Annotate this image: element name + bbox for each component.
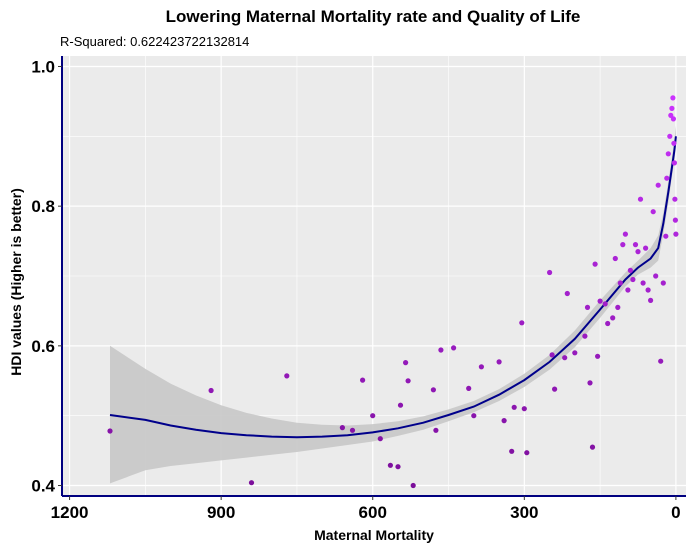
data-point [672, 217, 679, 223]
data-point [615, 304, 621, 310]
data-point [509, 448, 515, 454]
data-point [433, 427, 439, 433]
y-tick-label: 0.8 [31, 197, 55, 216]
y-tick-label: 0.6 [31, 337, 55, 356]
data-point [478, 364, 484, 370]
data-point [524, 450, 530, 456]
data-point [584, 304, 591, 310]
data-point [605, 320, 611, 327]
data-point [438, 347, 444, 353]
data-point [549, 352, 555, 358]
data-point [405, 378, 411, 384]
data-point [511, 404, 517, 410]
data-point [592, 261, 598, 267]
data-point [637, 196, 644, 202]
x-tick-label: 300 [510, 503, 538, 522]
data-point [403, 360, 409, 366]
data-point [387, 462, 393, 468]
data-point [589, 444, 596, 450]
data-point [430, 387, 436, 393]
fit-line [109, 136, 677, 439]
data-point [630, 276, 636, 283]
data-point [643, 245, 649, 251]
plot-panel [62, 56, 686, 496]
data-point [339, 425, 345, 431]
data-point [670, 95, 676, 101]
data-point [673, 231, 679, 237]
data-point [645, 287, 651, 293]
data-point [208, 387, 214, 394]
data-point [519, 320, 525, 326]
y-axis-title: HDI values (Higher is better) [8, 188, 24, 376]
data-point [562, 355, 568, 361]
data-point [471, 413, 477, 419]
data-point [660, 280, 666, 286]
x-axis-title: Maternal Mortality [314, 527, 434, 543]
data-point [655, 182, 661, 188]
data-point [622, 231, 629, 237]
x-axis-ticks: 1200 900 600 300 0 [51, 496, 681, 522]
data-point [632, 242, 639, 248]
data-point [410, 482, 416, 489]
data-point [669, 105, 675, 111]
data-point [582, 333, 588, 339]
chart-title: Lowering Maternal Mortality rate and Qua… [166, 7, 581, 26]
data-point [547, 269, 553, 276]
data-point [107, 428, 113, 434]
data-point [671, 160, 678, 166]
data-point [658, 358, 664, 364]
data-point [640, 280, 646, 286]
data-point [610, 315, 616, 321]
axes: 1200 900 600 300 0 0.4 0.6 0.8 1.0 [31, 56, 686, 522]
y-axis-ticks: 0.4 0.6 0.8 1.0 [31, 57, 62, 496]
data-point [672, 196, 678, 202]
data-point [650, 209, 656, 215]
data-point [620, 242, 626, 248]
data-point [587, 380, 593, 386]
data-point [572, 350, 578, 356]
data-point [670, 116, 677, 122]
data-point [627, 267, 634, 273]
data-point [501, 418, 507, 424]
data-point [377, 436, 383, 442]
data-points [107, 95, 679, 489]
data-point [564, 290, 570, 297]
data-point [496, 359, 502, 365]
x-tick-label: 0 [671, 503, 680, 522]
x-tick-label: 1200 [51, 503, 89, 522]
data-point [284, 373, 290, 379]
data-point [665, 151, 671, 157]
data-point [667, 133, 673, 139]
data-point [360, 377, 366, 383]
data-point [663, 233, 669, 239]
chart-subtitle: R-Squared: 0.622423722132814 [60, 34, 249, 49]
data-point [395, 464, 401, 470]
data-point [635, 249, 641, 255]
data-point [653, 273, 659, 279]
data-point [671, 140, 677, 146]
data-point [349, 427, 356, 433]
grid-lines [62, 56, 686, 496]
data-point [625, 287, 631, 293]
data-point [466, 385, 472, 391]
data-point [602, 301, 608, 307]
data-point [648, 297, 654, 303]
x-tick-label: 900 [207, 503, 235, 522]
data-point [521, 406, 527, 412]
data-point [664, 175, 670, 181]
confidence-ribbon [110, 125, 676, 484]
y-tick-label: 0.4 [31, 477, 55, 496]
data-point [617, 280, 623, 286]
data-point [597, 298, 603, 304]
y-tick-label: 1.0 [31, 57, 55, 76]
data-point [552, 386, 558, 392]
data-point [397, 402, 404, 408]
data-point [451, 345, 457, 351]
data-point [248, 480, 255, 486]
x-tick-label: 600 [359, 503, 387, 522]
data-point [612, 255, 618, 262]
data-point [595, 353, 601, 359]
data-point [370, 413, 376, 419]
